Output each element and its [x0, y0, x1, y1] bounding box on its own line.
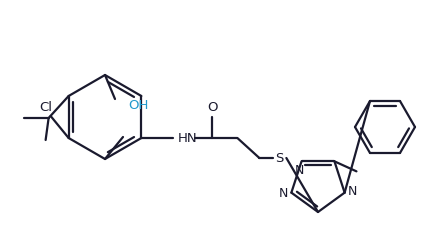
Text: S: S: [275, 152, 283, 165]
Text: N: N: [295, 163, 304, 176]
Text: N: N: [348, 184, 357, 197]
Text: OH: OH: [128, 98, 148, 111]
Text: O: O: [207, 100, 218, 113]
Text: Cl: Cl: [39, 100, 52, 113]
Text: N: N: [279, 186, 288, 199]
Text: HN: HN: [177, 132, 197, 145]
